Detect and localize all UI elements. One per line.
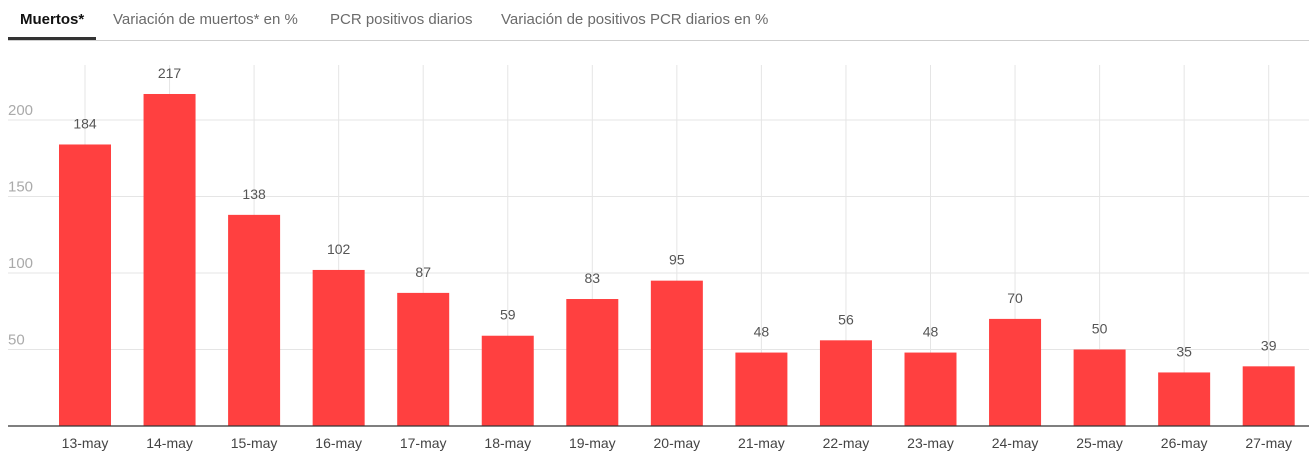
x-tick-label: 20-may <box>654 435 701 451</box>
bar <box>312 269 365 426</box>
x-tick-label: 23-may <box>907 435 954 451</box>
data-label: 83 <box>585 270 601 286</box>
tab-muertos[interactable]: Muertos* <box>8 0 97 40</box>
y-tick-label: 50 <box>8 332 25 349</box>
x-tick-label: 15-may <box>231 435 278 451</box>
bar <box>1073 349 1126 426</box>
y-tick-label: 100 <box>8 255 33 272</box>
bar <box>989 318 1042 426</box>
bar <box>143 93 196 427</box>
data-label: 70 <box>1007 290 1023 306</box>
bar <box>735 352 788 426</box>
tab-variacion-pcr[interactable]: Variación de positivos PCR diarios en % <box>501 11 769 28</box>
y-tick-label: 200 <box>8 102 33 119</box>
data-label: 95 <box>669 252 685 268</box>
bar <box>1242 366 1295 426</box>
tab-pcr-positivos[interactable]: PCR positivos diarios <box>330 11 473 28</box>
x-tick-label: 26-may <box>1161 435 1208 451</box>
data-label: 50 <box>1092 321 1108 337</box>
x-tick-label: 16-may <box>315 435 362 451</box>
chart-tabs: Muertos* Variación de muertos* en % PCR … <box>8 0 1309 41</box>
bar <box>1158 372 1211 426</box>
data-label: 138 <box>242 186 266 202</box>
bar <box>904 352 957 426</box>
tab-variacion-muertos[interactable]: Variación de muertos* en % <box>113 11 298 28</box>
x-tick-label: 22-may <box>823 435 870 451</box>
x-tick-label: 24-may <box>992 435 1039 451</box>
bar <box>650 280 703 426</box>
data-label: 48 <box>754 324 770 340</box>
bar <box>397 292 450 426</box>
data-label: 184 <box>73 115 97 131</box>
y-tick-label: 150 <box>8 179 33 196</box>
x-tick-label: 17-may <box>400 435 447 451</box>
bar <box>228 214 281 426</box>
x-tick-label: 25-may <box>1076 435 1123 451</box>
data-label: 35 <box>1176 343 1192 359</box>
data-label: 87 <box>415 264 431 280</box>
x-tick-label: 19-may <box>569 435 616 451</box>
bar <box>481 335 534 426</box>
data-label: 56 <box>838 311 854 327</box>
x-tick-label: 27-may <box>1245 435 1292 451</box>
data-label: 217 <box>158 65 182 81</box>
x-tick-label: 21-may <box>738 435 785 451</box>
bar <box>59 144 111 427</box>
data-label: 59 <box>500 307 516 323</box>
x-tick-label: 13-may <box>62 435 109 451</box>
x-tick-label: 14-may <box>146 435 193 451</box>
data-label: 39 <box>1261 337 1277 353</box>
bar <box>819 340 872 426</box>
data-label: 48 <box>923 324 939 340</box>
bar <box>566 299 619 426</box>
x-tick-label: 18-may <box>484 435 531 451</box>
data-label: 102 <box>327 241 351 257</box>
